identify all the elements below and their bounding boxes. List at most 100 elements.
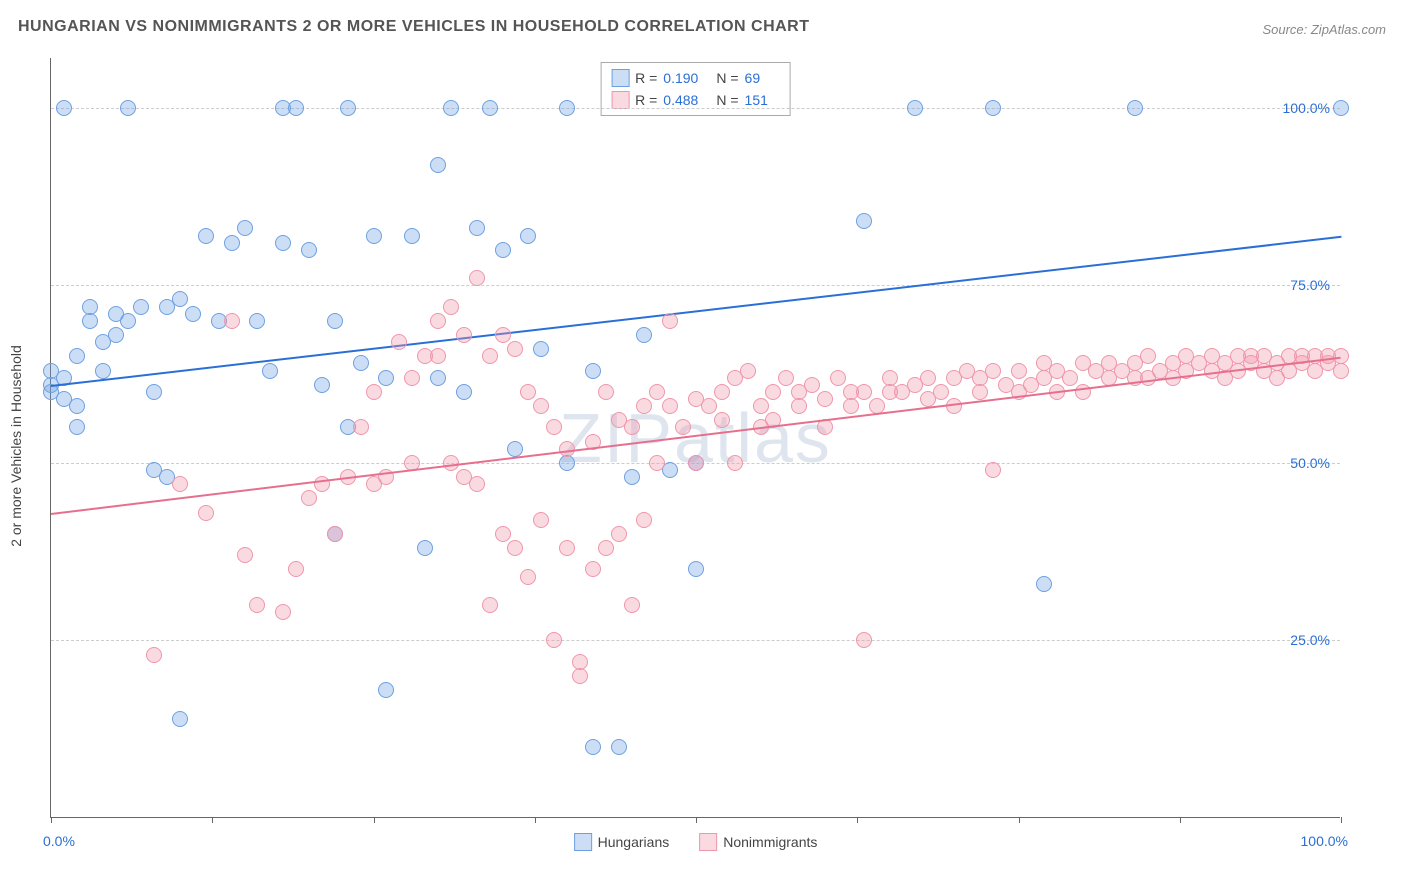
data-point bbox=[985, 462, 1001, 478]
data-point bbox=[482, 100, 498, 116]
n-value: 69 bbox=[745, 70, 761, 86]
gridline bbox=[51, 285, 1340, 286]
data-point bbox=[82, 299, 98, 315]
data-point bbox=[69, 419, 85, 435]
data-point bbox=[520, 384, 536, 400]
data-point bbox=[198, 505, 214, 521]
data-point bbox=[237, 220, 253, 236]
data-point bbox=[624, 469, 640, 485]
data-point bbox=[507, 341, 523, 357]
data-point bbox=[146, 647, 162, 663]
data-point bbox=[1140, 348, 1156, 364]
data-point bbox=[327, 526, 343, 542]
x-tick bbox=[535, 817, 536, 823]
y-tick-label: 25.0% bbox=[1290, 632, 1330, 648]
data-point bbox=[933, 384, 949, 400]
data-point bbox=[327, 313, 343, 329]
data-point bbox=[533, 398, 549, 414]
data-point bbox=[882, 370, 898, 386]
data-point bbox=[624, 597, 640, 613]
data-point bbox=[559, 540, 575, 556]
data-point bbox=[430, 370, 446, 386]
data-point bbox=[469, 220, 485, 236]
data-point bbox=[985, 100, 1001, 116]
data-point bbox=[443, 299, 459, 315]
data-point bbox=[585, 363, 601, 379]
data-point bbox=[366, 228, 382, 244]
data-point bbox=[675, 419, 691, 435]
data-point bbox=[469, 270, 485, 286]
data-point bbox=[456, 327, 472, 343]
data-point bbox=[740, 363, 756, 379]
data-point bbox=[353, 419, 369, 435]
data-point bbox=[662, 313, 678, 329]
data-point bbox=[249, 313, 265, 329]
data-point bbox=[275, 604, 291, 620]
y-axis-title: 2 or more Vehicles in Household bbox=[8, 345, 24, 547]
data-point bbox=[95, 363, 111, 379]
data-point bbox=[120, 100, 136, 116]
data-point bbox=[1062, 370, 1078, 386]
data-point bbox=[843, 398, 859, 414]
legend-series: Hungarians Nonimmigrants bbox=[574, 833, 818, 851]
data-point bbox=[765, 384, 781, 400]
data-point bbox=[778, 370, 794, 386]
data-point bbox=[856, 632, 872, 648]
data-point bbox=[288, 100, 304, 116]
n-label: N = bbox=[716, 70, 738, 86]
data-point bbox=[714, 384, 730, 400]
chart-title: HUNGARIAN VS NONIMMIGRANTS 2 OR MORE VEH… bbox=[18, 18, 810, 36]
legend-stat-row: R =0.190N =69 bbox=[611, 67, 780, 89]
data-point bbox=[598, 540, 614, 556]
legend-label: Nonimmigrants bbox=[723, 834, 817, 850]
legend-swatch bbox=[611, 69, 629, 87]
data-point bbox=[546, 632, 562, 648]
data-point bbox=[701, 398, 717, 414]
data-point bbox=[662, 398, 678, 414]
data-point bbox=[804, 377, 820, 393]
data-point bbox=[688, 455, 704, 471]
data-point bbox=[108, 327, 124, 343]
data-point bbox=[224, 313, 240, 329]
data-point bbox=[611, 739, 627, 755]
data-point bbox=[172, 291, 188, 307]
plot-area: ZIPatlas R =0.190N =69R =0.488N =151 Hun… bbox=[50, 58, 1340, 818]
data-point bbox=[520, 228, 536, 244]
data-point bbox=[649, 384, 665, 400]
data-point bbox=[920, 370, 936, 386]
data-point bbox=[262, 363, 278, 379]
gridline bbox=[51, 640, 1340, 641]
data-point bbox=[507, 540, 523, 556]
data-point bbox=[120, 313, 136, 329]
legend-item: Hungarians bbox=[574, 833, 670, 851]
data-point bbox=[314, 377, 330, 393]
data-point bbox=[495, 526, 511, 542]
r-value: 0.488 bbox=[663, 92, 698, 108]
data-point bbox=[482, 348, 498, 364]
x-tick bbox=[374, 817, 375, 823]
x-axis-min-label: 0.0% bbox=[43, 833, 75, 849]
data-point bbox=[507, 441, 523, 457]
data-point bbox=[353, 355, 369, 371]
data-point bbox=[714, 412, 730, 428]
data-point bbox=[198, 228, 214, 244]
data-point bbox=[301, 242, 317, 258]
x-tick bbox=[51, 817, 52, 823]
x-tick bbox=[1341, 817, 1342, 823]
data-point bbox=[817, 391, 833, 407]
data-point bbox=[417, 540, 433, 556]
data-point bbox=[649, 455, 665, 471]
data-point bbox=[340, 100, 356, 116]
data-point bbox=[469, 476, 485, 492]
y-tick-label: 75.0% bbox=[1290, 277, 1330, 293]
data-point bbox=[598, 384, 614, 400]
data-point bbox=[907, 100, 923, 116]
data-point bbox=[585, 561, 601, 577]
data-point bbox=[366, 384, 382, 400]
x-tick bbox=[696, 817, 697, 823]
source-label: Source: ZipAtlas.com bbox=[1262, 22, 1386, 37]
data-point bbox=[636, 327, 652, 343]
data-point bbox=[1333, 363, 1349, 379]
data-point bbox=[559, 441, 575, 457]
data-point bbox=[146, 384, 162, 400]
